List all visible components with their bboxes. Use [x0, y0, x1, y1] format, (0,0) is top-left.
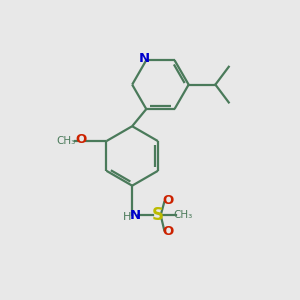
Text: CH₃: CH₃: [57, 136, 76, 146]
Text: CH₃: CH₃: [173, 210, 192, 220]
Text: N: N: [139, 52, 150, 65]
Text: H: H: [123, 212, 131, 222]
Text: O: O: [162, 194, 173, 207]
Text: N: N: [130, 209, 141, 222]
Text: O: O: [76, 133, 87, 146]
Text: S: S: [152, 206, 164, 224]
Text: O: O: [162, 225, 173, 238]
